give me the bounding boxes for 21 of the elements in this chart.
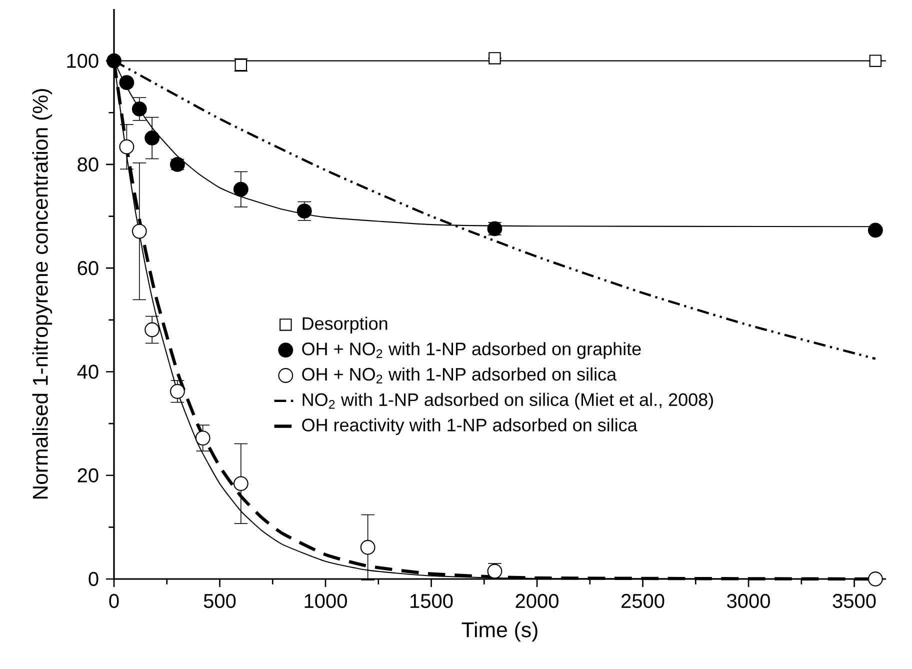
x-tick-label: 1500	[410, 594, 453, 608]
y-tick-label: 20	[78, 468, 98, 482]
legend-label: Desorption	[302, 316, 388, 334]
x-tick-label: 3500	[832, 594, 876, 608]
x-axis-title: Time (s)	[462, 622, 538, 642]
x-tick-label: 500	[204, 594, 236, 608]
x-tick-label: 3000	[727, 594, 770, 608]
y-tick-label: 60	[78, 261, 98, 276]
legend-label: OH + NO$_{2}$ with 1-NP adsorbed on silica	[302, 367, 617, 384]
x-tick-label: 0	[109, 594, 119, 608]
x-tick-label: 2000	[516, 594, 558, 608]
y-tick-label: 100	[67, 54, 98, 68]
x-tick-label: 1000	[304, 594, 347, 608]
legend-label: OH reactivity with 1-NP adsorbed on silica	[302, 418, 638, 435]
y-tick-label: 40	[77, 364, 98, 379]
y-tick-label: 0	[88, 572, 98, 586]
x-tick-label: 2500	[622, 594, 664, 608]
legend-label: NO$_{2}$ with 1-NP adsorbed on silica (Miet et al., 2008)	[302, 392, 713, 410]
y-axis-title: Normalised 1-nitropyrene concentration (%)	[32, 89, 52, 499]
y-tick-label: 80	[78, 157, 98, 172]
legend-label: OH + NO$_{2}$ with 1-NP adsorbed on graphite	[302, 342, 641, 359]
